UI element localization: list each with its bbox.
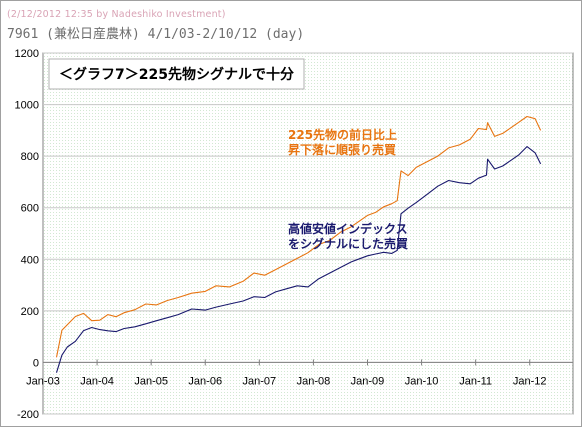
y-tick-label: 1000 bbox=[15, 100, 39, 112]
x-tick-label: Jan-12 bbox=[513, 375, 547, 387]
x-tick-label: Jan-08 bbox=[297, 375, 331, 387]
y-axis-ticks: -200 0 200 400 600 800 1000 1200 bbox=[15, 48, 39, 421]
chart-title: ＜グラフ7＞225先物シグナルで十分 bbox=[59, 66, 294, 83]
plot-area bbox=[42, 52, 574, 415]
x-tick-label: Jan-04 bbox=[80, 375, 114, 387]
y-tick-label: -200 bbox=[17, 409, 39, 421]
series-label-1: 昇下落に順張り売買 bbox=[288, 142, 396, 157]
y-tick-label: 200 bbox=[21, 306, 39, 318]
y-tick-label: 400 bbox=[21, 254, 39, 266]
series-label-2: をシグナルにした売買 bbox=[288, 236, 408, 251]
series-line-1 bbox=[55, 115, 542, 358]
series-label-1: 225先物の前日比上 bbox=[288, 127, 397, 142]
grid-lines bbox=[43, 52, 573, 415]
chart-subtitle: 7961 (兼松日産農林) 4/1/03-2/10/12 (day) bbox=[7, 27, 305, 42]
y-tick-label: 800 bbox=[21, 151, 39, 163]
x-tick-label: Jan-09 bbox=[351, 375, 385, 387]
x-tick-label: Jan-06 bbox=[188, 375, 222, 387]
x-tick-label: Jan-10 bbox=[405, 375, 439, 387]
y-tick-label: 0 bbox=[33, 357, 39, 369]
series-label-2: 高値安値インデックス bbox=[288, 221, 408, 236]
y-tick-label: 1200 bbox=[15, 48, 39, 60]
x-axis-ticks: Jan-03 Jan-04 Jan-05 Jan-06 Jan-07 Jan-08 Jan-… bbox=[26, 359, 547, 387]
y-tick-label: 600 bbox=[21, 203, 39, 215]
x-tick-label: Jan-07 bbox=[243, 375, 277, 387]
x-tick-label: Jan-11 bbox=[459, 375, 492, 387]
title-box bbox=[48, 58, 305, 90]
x-tick-label: Jan-03 bbox=[26, 375, 60, 387]
series-lines bbox=[55, 115, 542, 373]
series-line-2 bbox=[55, 146, 542, 373]
x-tick-label: Jan-05 bbox=[134, 375, 168, 387]
timestamp-stamp: (2/12/2012 12:35 by Nadeshiko Investment… bbox=[7, 9, 226, 20]
